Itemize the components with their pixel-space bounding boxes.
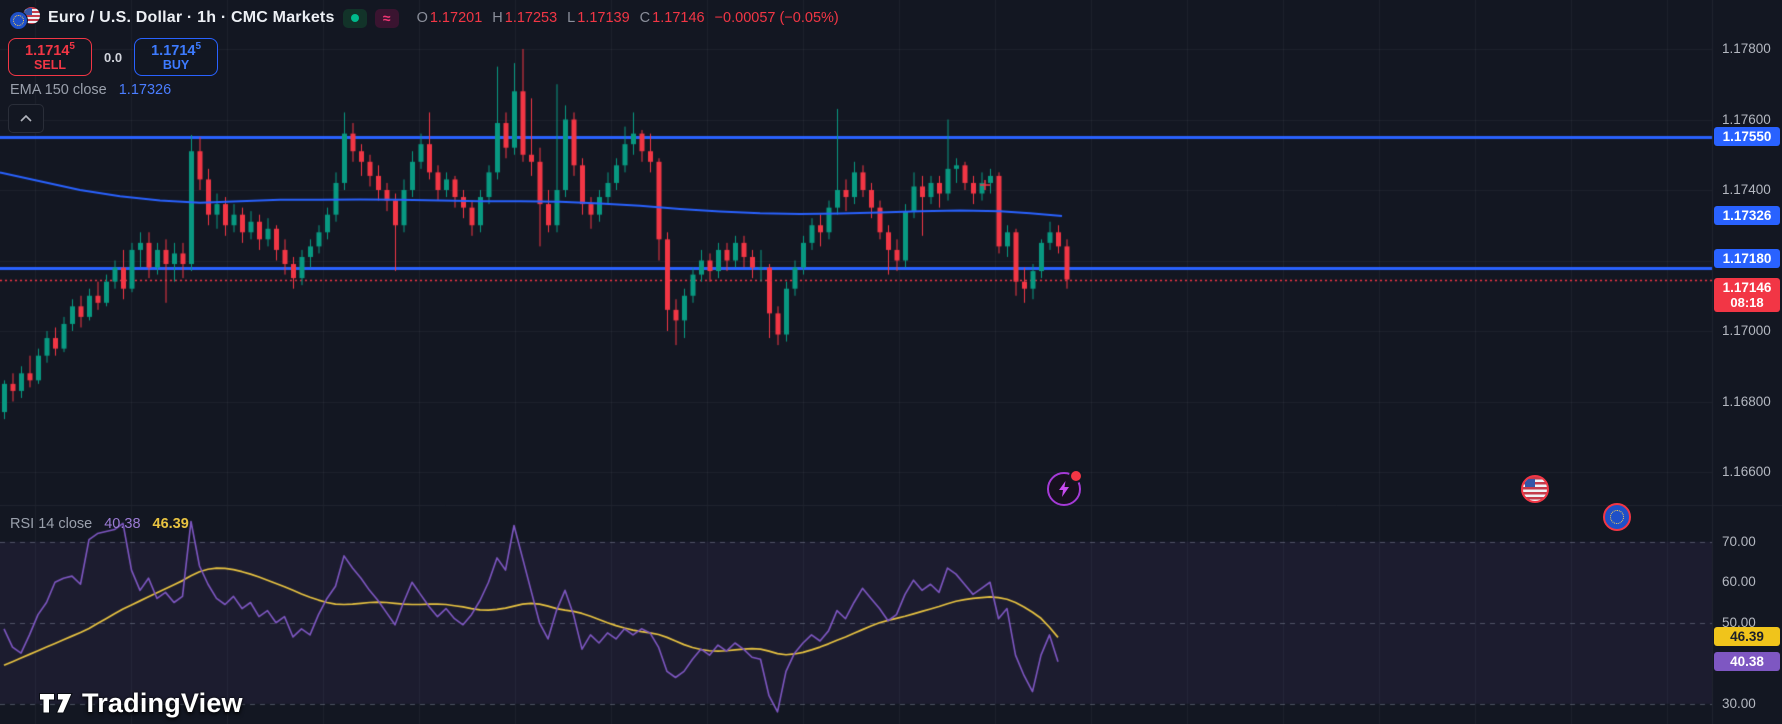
buy-button[interactable]: 1.17145 BUY	[134, 38, 219, 76]
ema-value: 1.17326	[118, 82, 172, 98]
tradingview-wordmark: TradingView	[82, 688, 243, 718]
rsi-ma-badge: 46.39	[1714, 627, 1780, 647]
ema-label: EMA 150 close	[10, 82, 107, 98]
symbol-title[interactable]: Euro / U.S. Dollar · 1h · CMC Markets	[48, 9, 335, 26]
price-tick: 1.17400	[1722, 182, 1771, 197]
rsi-value-badge: 40.38	[1714, 651, 1780, 671]
rsi-tick: 60.00	[1722, 574, 1756, 590]
low-value: 1.17139	[577, 10, 630, 26]
open-value: 1.17201	[429, 10, 483, 26]
price-tick: 1.17600	[1722, 111, 1771, 127]
us-flag-icon	[23, 7, 40, 24]
rsi-value: 40.38	[104, 516, 141, 532]
market-status-icon[interactable]	[342, 8, 367, 28]
rsi-tick: 30.00	[1722, 695, 1756, 711]
level-price-badge: 1.17180	[1714, 248, 1780, 268]
ema-price-badge: 1.17326	[1714, 206, 1780, 226]
chevron-up-icon	[20, 115, 32, 122]
collapse-toolbar-button[interactable]	[8, 104, 44, 133]
rsi-tick: 50.00	[1722, 614, 1756, 630]
approx-data-icon[interactable]: ≈	[374, 8, 399, 28]
price-tick: 1.17000	[1722, 323, 1771, 338]
us-economic-event-icon[interactable]	[1521, 475, 1549, 503]
instant-trade-button[interactable]	[1047, 469, 1083, 506]
rsi-ma-value: 46.39	[152, 516, 189, 532]
bar-countdown: 08:18	[1730, 294, 1764, 310]
trade-panel: 1.17145 SELL 0.0 1.17145 BUY	[8, 38, 219, 76]
price-tick: 1.16800	[1722, 393, 1771, 409]
tradingview-glyph-icon	[39, 693, 73, 714]
currency-pair-icon	[10, 7, 40, 29]
ohlc-readout: O 1.17201 H 1.17253 L 1.17139 C 1.17146 −0.0…	[416, 10, 839, 26]
rsi-tick: 70.00	[1722, 533, 1756, 549]
close-value: 1.17146	[652, 10, 705, 26]
sell-button[interactable]: 1.17145 SELL	[8, 38, 92, 76]
price-tick: 1.16600	[1722, 464, 1771, 479]
last-price-badge: 1.17146 08:18	[1714, 277, 1780, 312]
rsi-label: RSI 14 close	[10, 516, 93, 532]
rsi-legend[interactable]: RSI 14 close 40.38 46.39	[10, 516, 189, 532]
ema-legend[interactable]: EMA 150 close 1.17326	[10, 82, 171, 98]
tradingview-logo[interactable]: TradingView	[38, 688, 243, 719]
high-value: 1.17253	[504, 10, 558, 26]
symbol-header: Euro / U.S. Dollar · 1h · CMC Markets ≈ …	[10, 6, 839, 30]
level-price-badge: 1.17550	[1714, 127, 1780, 147]
eu-flag-icon	[10, 12, 27, 29]
notification-dot	[1069, 469, 1083, 483]
change-value: −0.00057 (−0.05%)	[714, 10, 839, 26]
spread-value: 0.0	[104, 49, 123, 65]
price-tick: 1.17800	[1722, 41, 1771, 56]
eu-economic-event-icon[interactable]	[1603, 503, 1631, 531]
